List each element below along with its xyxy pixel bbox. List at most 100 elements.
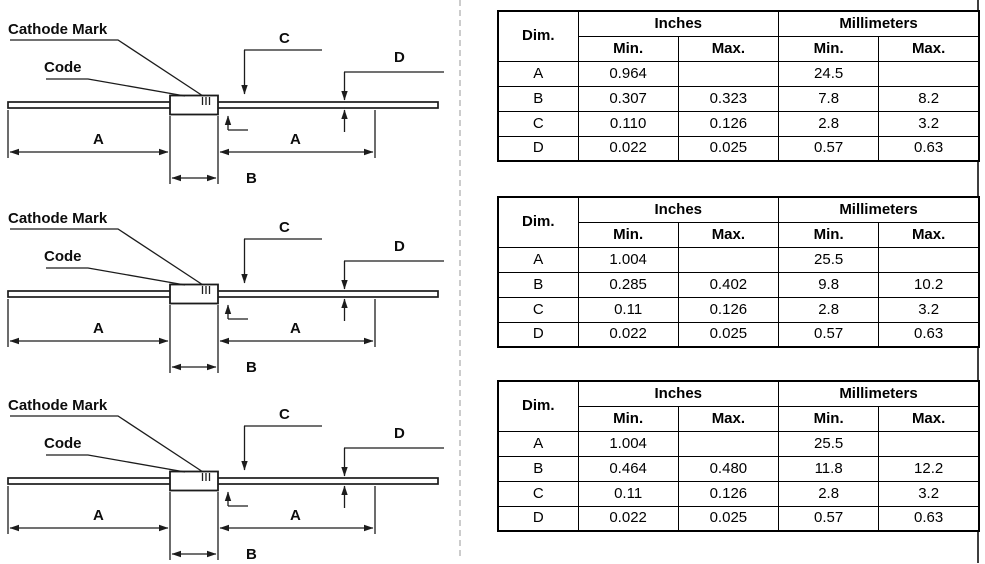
cell-mm-min: 11.8 bbox=[777, 455, 880, 482]
dimension-lines bbox=[7, 238, 444, 373]
cell-inch-max: 0.025 bbox=[677, 135, 780, 162]
cell-inch-max: 0.025 bbox=[677, 505, 780, 532]
cell-inch-max: 0.402 bbox=[677, 271, 780, 298]
cell-dim: A bbox=[497, 246, 579, 273]
cell-mm-max: 0.63 bbox=[878, 135, 980, 162]
table-row: B 0.464 0.480 11.8 12.2 bbox=[497, 455, 980, 482]
cell-mm-min: 2.8 bbox=[777, 296, 880, 323]
cell-dim: C bbox=[497, 110, 579, 137]
dimension-lines bbox=[7, 49, 444, 184]
table-row: C 0.110 0.126 2.8 3.2 bbox=[497, 110, 980, 137]
table-row: A 1.004 25.5 bbox=[497, 430, 980, 457]
code-label: Code bbox=[44, 435, 82, 452]
header-millimeters: Millimeters bbox=[778, 380, 980, 407]
dim-a-right-label: A bbox=[290, 320, 301, 337]
callout-leader-lines bbox=[10, 39, 204, 97]
table-row: D 0.022 0.025 0.57 0.63 bbox=[497, 321, 980, 348]
header-inches: Inches bbox=[577, 380, 779, 407]
callout-leader-lines bbox=[10, 228, 204, 286]
table-row: A 1.004 25.5 bbox=[497, 246, 980, 273]
header-millimeters: Millimeters bbox=[778, 196, 980, 223]
dim-a-right-label: A bbox=[290, 507, 301, 524]
header-inches-min: Min. bbox=[577, 405, 679, 432]
cell-mm-min: 0.57 bbox=[777, 505, 880, 532]
table-row: D 0.022 0.025 0.57 0.63 bbox=[497, 135, 980, 162]
header-inches-max: Max. bbox=[677, 35, 780, 62]
cell-inch-min: 0.307 bbox=[577, 85, 679, 112]
cell-mm-min: 25.5 bbox=[777, 246, 880, 273]
package-drawing-3: Cathode Mark Code A A B C D bbox=[7, 397, 444, 563]
header-inches-min: Min. bbox=[577, 221, 679, 248]
table-row: A 0.964 24.5 bbox=[497, 60, 980, 87]
cell-dim: A bbox=[497, 430, 579, 457]
dim-b-label: B bbox=[246, 546, 257, 563]
cell-mm-min: 0.57 bbox=[777, 135, 880, 162]
cell-inch-min: 0.964 bbox=[577, 60, 679, 87]
cell-inch-max: 0.126 bbox=[677, 110, 780, 137]
cell-inch-max: 0.480 bbox=[677, 455, 780, 482]
dim-c-label: C bbox=[279, 219, 290, 236]
cell-dim: B bbox=[497, 271, 579, 298]
header-inches-max: Max. bbox=[677, 405, 780, 432]
cell-inch-max: 0.323 bbox=[677, 85, 780, 112]
lead-wire bbox=[7, 101, 439, 109]
dim-b-label: B bbox=[246, 359, 257, 376]
dim-a-left-label: A bbox=[93, 507, 104, 524]
cell-inch-min: 0.022 bbox=[577, 321, 679, 348]
component-body bbox=[169, 470, 219, 492]
code-label: Code bbox=[44, 248, 82, 265]
dim-c-label: C bbox=[279, 30, 290, 47]
cell-inch-min: 0.110 bbox=[577, 110, 679, 137]
cell-dim: D bbox=[497, 505, 579, 532]
cathode-band bbox=[201, 286, 211, 294]
cathode-mark-label: Cathode Mark bbox=[8, 397, 108, 414]
cell-dim: B bbox=[497, 455, 579, 482]
table-row: B 0.307 0.323 7.8 8.2 bbox=[497, 85, 980, 112]
header-mm-max: Max. bbox=[878, 221, 980, 248]
cell-dim: A bbox=[497, 60, 579, 87]
cathode-band bbox=[201, 473, 211, 481]
cell-dim: D bbox=[497, 135, 579, 162]
header-inches-max: Max. bbox=[677, 221, 780, 248]
dimensions-table-1: Dim. Inches Millimeters Min. Max. Min. M… bbox=[497, 10, 980, 162]
cell-inch-min: 1.004 bbox=[577, 246, 679, 273]
cell-mm-min: 2.8 bbox=[777, 480, 880, 507]
cell-mm-max: 0.63 bbox=[878, 505, 980, 532]
package-drawings-column: Cathode Mark Code A A B C D bbox=[0, 0, 458, 563]
dim-a-right-label: A bbox=[290, 131, 301, 148]
header-mm-min: Min. bbox=[777, 221, 880, 248]
header-inches: Inches bbox=[577, 10, 779, 37]
dim-d-label: D bbox=[394, 425, 405, 442]
dim-c-label: C bbox=[279, 406, 290, 423]
dim-d-label: D bbox=[394, 49, 405, 66]
cell-inch-min: 0.022 bbox=[577, 135, 679, 162]
cell-mm-min: 7.8 bbox=[777, 85, 880, 112]
dim-a-left-label: A bbox=[93, 320, 104, 337]
header-mm-max: Max. bbox=[878, 35, 980, 62]
header-inches-min: Min. bbox=[577, 35, 679, 62]
cathode-mark-label: Cathode Mark bbox=[8, 210, 108, 227]
table-row: B 0.285 0.402 9.8 10.2 bbox=[497, 271, 980, 298]
cell-mm-min: 9.8 bbox=[777, 271, 880, 298]
callout-leader-lines bbox=[10, 415, 204, 473]
dim-b-label: B bbox=[246, 170, 257, 187]
cell-inch-max bbox=[677, 246, 780, 273]
dimension-tables-column: Dim. Inches Millimeters Min. Max. Min. M… bbox=[497, 0, 980, 563]
cell-inch-max bbox=[677, 430, 780, 457]
dimensions-table-2: Dim. Inches Millimeters Min. Max. Min. M… bbox=[497, 196, 980, 348]
header-inches: Inches bbox=[577, 196, 779, 223]
header-mm-min: Min. bbox=[777, 35, 880, 62]
cell-mm-max: 3.2 bbox=[878, 480, 980, 507]
cell-mm-max bbox=[878, 60, 980, 87]
header-millimeters: Millimeters bbox=[778, 10, 980, 37]
cell-mm-min: 0.57 bbox=[777, 321, 880, 348]
cell-inch-min: 0.464 bbox=[577, 455, 679, 482]
header-mm-max: Max. bbox=[878, 405, 980, 432]
component-body bbox=[169, 283, 219, 305]
header-mm-min: Min. bbox=[777, 405, 880, 432]
cell-dim: C bbox=[497, 480, 579, 507]
cathode-mark-label: Cathode Mark bbox=[8, 21, 108, 38]
cell-mm-max bbox=[878, 430, 980, 457]
cell-inch-min: 1.004 bbox=[577, 430, 679, 457]
cell-dim: B bbox=[497, 85, 579, 112]
